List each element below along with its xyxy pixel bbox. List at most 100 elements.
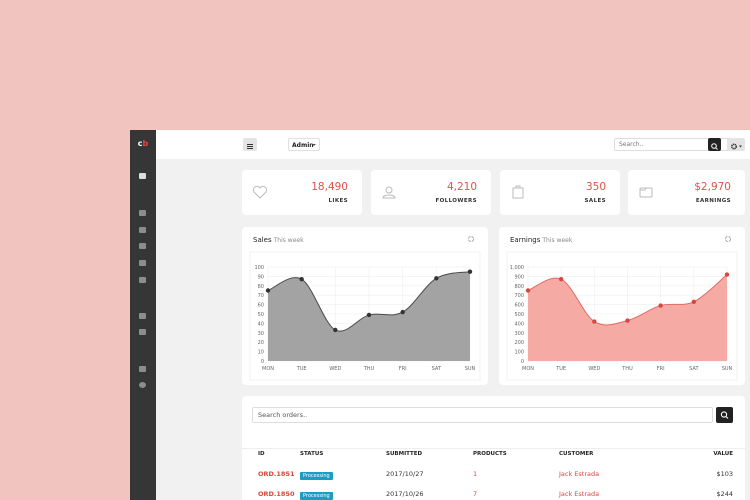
chart-subtitle: This week	[542, 237, 573, 244]
brand-c: c	[137, 139, 143, 148]
y-tick-label: 0	[261, 359, 264, 365]
y-tick-label: 600	[514, 303, 524, 309]
menu-icon	[247, 144, 253, 149]
y-tick-label: 40	[258, 321, 264, 327]
chart-title: Earnings	[510, 236, 541, 244]
x-tick-label: TUE	[555, 366, 566, 372]
chart-subtitle: This week	[273, 237, 304, 244]
column-header: CUSTOMER	[559, 451, 594, 457]
nav-icon[interactable]	[139, 227, 146, 233]
table-cell: 2017/10/27	[386, 470, 424, 478]
point	[434, 276, 439, 281]
refresh-icon[interactable]	[468, 236, 474, 242]
nav-icon[interactable]	[139, 173, 146, 179]
search-icon	[720, 411, 729, 419]
point	[400, 309, 405, 315]
point	[333, 327, 338, 333]
y-tick-label: 20	[258, 340, 264, 346]
nav-icon[interactable]	[139, 277, 146, 283]
stat-icon	[639, 187, 653, 198]
y-tick-label: 100	[514, 350, 524, 356]
divider	[242, 448, 745, 449]
stat-value: 4,210	[446, 181, 477, 193]
x-tick-label: SAT	[432, 366, 442, 372]
y-tick-label: 700	[514, 293, 524, 299]
point	[658, 303, 663, 308]
x-tick-label: MON	[522, 366, 534, 372]
y-tick-label: 70	[258, 293, 264, 299]
table-cell: 1	[473, 470, 478, 478]
search-button[interactable]	[708, 138, 721, 151]
column-header: ID	[258, 451, 265, 457]
panel-title: Sales This week	[253, 236, 304, 244]
chart-title: Sales	[253, 236, 272, 244]
orders-search-button[interactable]	[716, 407, 733, 423]
y-tick-label: 10	[258, 350, 264, 356]
point	[625, 318, 630, 323]
panel-title: Earnings This week	[510, 236, 572, 244]
table-cell: 2017/10/26	[386, 490, 424, 498]
stat-value: 350	[585, 181, 606, 193]
column-header: VALUE	[713, 451, 733, 457]
nav-icon[interactable]	[139, 366, 146, 372]
x-tick-label: FRI	[657, 366, 665, 372]
table-cell: $244	[716, 490, 733, 498]
nav-icon[interactable]	[139, 382, 146, 388]
table-cell: Jack Estrada	[559, 490, 600, 498]
x-tick-label: FRI	[399, 366, 407, 372]
topbar: Admin Search..	[156, 130, 750, 159]
point	[366, 312, 372, 318]
x-tick-label: SUN	[722, 366, 733, 372]
x-tick-label: SUN	[465, 366, 476, 372]
y-tick-label: 90	[258, 274, 264, 280]
chart: 0 100 200 300 400 500 600 700 800 900 1,000 MON TUE W…	[506, 236, 738, 381]
stat-label: FOLLOWERS	[435, 198, 477, 204]
point	[592, 319, 597, 324]
stat-icon	[382, 186, 396, 199]
table-cell[interactable]: ORD.1850	[258, 490, 295, 498]
table-cell[interactable]: ORD.1851	[258, 470, 295, 478]
column-header: PRODUCTS	[473, 451, 507, 457]
settings-button[interactable]	[727, 138, 745, 151]
x-tick-label: THU	[621, 366, 633, 372]
column-header: STATUS	[300, 451, 324, 457]
brand-b: b	[142, 139, 149, 148]
point	[724, 272, 730, 277]
stat-icon	[512, 185, 524, 199]
status-badge: Processing	[300, 492, 333, 500]
nav-icon[interactable]	[139, 313, 146, 319]
y-tick-label: 200	[514, 340, 524, 346]
nav-icon[interactable]	[139, 243, 146, 249]
point	[467, 269, 473, 274]
status-badge: Processing	[300, 472, 333, 480]
stat-value: $2,970	[694, 181, 731, 193]
admin-dropdown[interactable]: Admin	[288, 138, 320, 151]
point	[558, 277, 564, 282]
settings-icon	[731, 143, 742, 150]
nav-icon[interactable]	[139, 260, 146, 266]
stat-card: $2,970 EARNINGS	[628, 170, 745, 215]
menu-button[interactable]	[243, 138, 257, 151]
y-tick-label: 60	[258, 303, 264, 309]
stat-label: EARNINGS	[695, 198, 731, 204]
y-tick-label: 1,000	[510, 265, 524, 271]
nav-icon[interactable]	[139, 210, 146, 216]
point	[525, 288, 531, 293]
nav-icon[interactable]	[139, 329, 146, 335]
table-cell: 7	[473, 490, 478, 498]
point	[691, 299, 697, 304]
y-tick-label: 300	[514, 331, 524, 337]
point	[299, 277, 304, 282]
orders-search[interactable]: Search orders..	[252, 407, 713, 423]
stat-card: 18,490 LIKES	[242, 170, 362, 215]
x-tick-label: THU	[363, 366, 375, 372]
stat-card: 350 SALES	[500, 170, 620, 215]
earnings-panel: Earnings This week 0 100 200 300 400 500 600 700 8…	[499, 227, 745, 385]
y-tick-label: 500	[514, 312, 524, 318]
y-tick-label: 900	[514, 274, 524, 280]
x-tick-label: WED	[588, 366, 600, 372]
orders-panel: Search orders.. ID STATUS SUBMITTED PRODUCT…	[242, 396, 745, 500]
stat-icon	[252, 185, 268, 199]
refresh-icon[interactable]	[725, 236, 731, 242]
